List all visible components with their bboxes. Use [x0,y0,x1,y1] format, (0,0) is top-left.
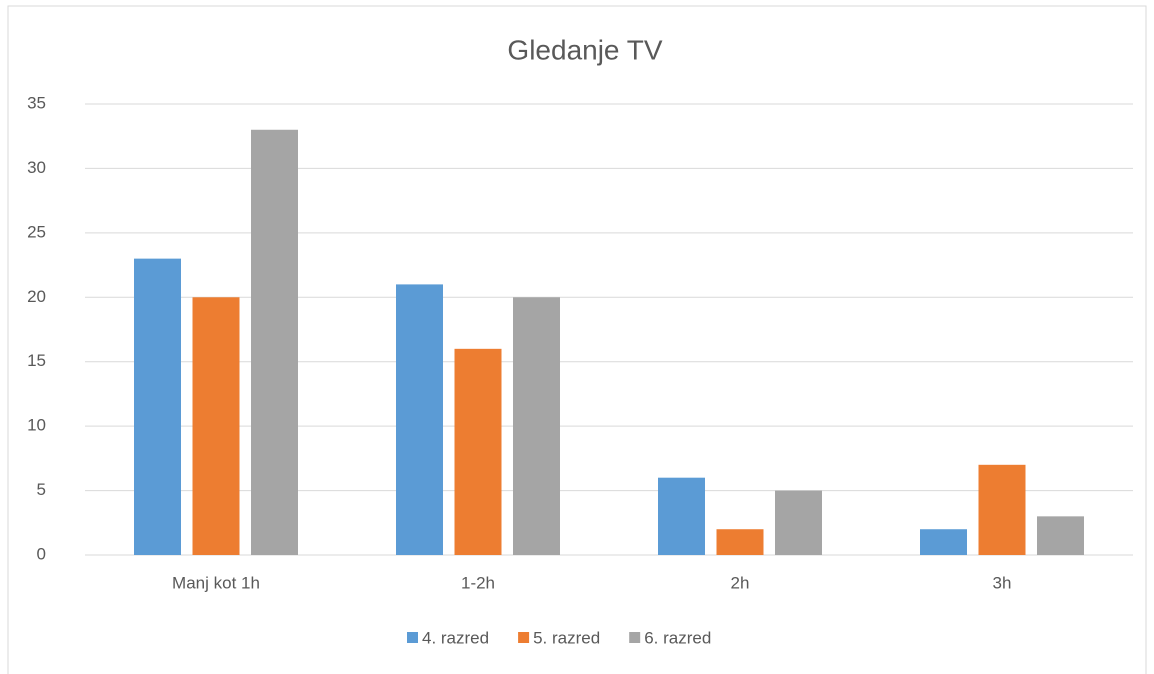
legend-swatch [518,632,530,643]
legend-label: 6. razred [644,628,711,647]
chart-title: Gledanje TV [507,34,662,65]
y-tick-label: 35 [27,93,46,112]
y-tick-label: 30 [27,158,46,177]
bar [978,464,1026,555]
y-tick-label: 0 [37,544,46,563]
y-tick-label: 25 [27,222,46,241]
y-tick-label: 15 [27,351,46,370]
bar [658,477,705,555]
y-tick-label: 10 [27,416,46,435]
legend-label: 5. razred [533,628,600,647]
x-tick-label: Manj kot 1h [172,573,260,592]
x-tick-label: 3h [993,573,1012,592]
bar [513,297,560,555]
y-tick-label: 5 [37,480,46,499]
bar [134,258,181,555]
x-tick-label: 1-2h [461,573,495,592]
bar [251,129,298,555]
bar [1037,516,1084,555]
bar [920,529,967,555]
y-tick-label: 20 [27,287,46,306]
legend-swatch [629,632,641,643]
bar [454,348,502,555]
bar [396,284,443,555]
bar [775,490,822,555]
bar [192,297,240,555]
legend-label: 4. razred [422,628,489,647]
bar [716,529,764,555]
x-tick-label: 2h [731,573,750,592]
legend-swatch [407,632,418,643]
